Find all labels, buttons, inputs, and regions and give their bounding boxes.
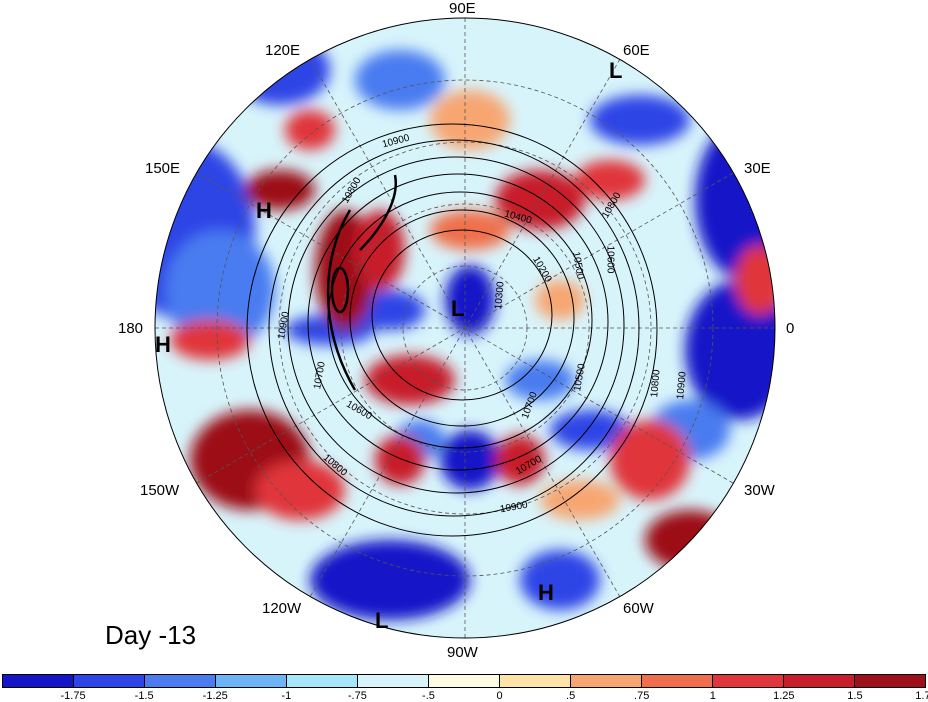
colorbar-swatch bbox=[571, 675, 642, 687]
colorbar bbox=[2, 674, 926, 688]
anomaly-field bbox=[155, 18, 775, 638]
low-pressure-center-south: L bbox=[375, 608, 389, 633]
colorbar-tick-label: -.75 bbox=[347, 690, 367, 702]
lon-label-120w: 120W bbox=[262, 600, 302, 617]
colorbar-swatch bbox=[216, 675, 287, 687]
colorbar-tick-label: 0 bbox=[496, 690, 503, 702]
colorbar-tick-label: -1.25 bbox=[202, 690, 228, 702]
low-pressure-center-pole: L bbox=[451, 296, 465, 321]
lon-label-30e: 30E bbox=[744, 160, 771, 177]
map-border bbox=[154, 17, 776, 639]
colorbar-tick-label: .75 bbox=[634, 690, 650, 702]
lon-label-60w: 60W bbox=[623, 600, 654, 617]
colorbar-tick-label: 1.75 bbox=[915, 690, 928, 702]
colorbar-swatch bbox=[713, 675, 784, 687]
colorbar-tick-label: -.5 bbox=[422, 690, 435, 702]
lon-label-60e: 60E bbox=[623, 42, 650, 59]
colorbar-tick-label: 1.25 bbox=[773, 690, 795, 702]
day-label: Day -13 bbox=[105, 620, 197, 650]
colorbar-tick-label: -1 bbox=[281, 690, 292, 702]
colorbar-swatch bbox=[287, 675, 358, 687]
lon-label-90e: 90E bbox=[449, 0, 476, 17]
lon-label-180: 180 bbox=[118, 320, 144, 337]
high-pressure-center-150e: H bbox=[256, 198, 272, 223]
colorbar-swatch bbox=[145, 675, 216, 687]
colorbar-swatch bbox=[429, 675, 500, 687]
colorbar-swatch bbox=[855, 675, 925, 687]
low-pressure-center-60e: L bbox=[609, 58, 623, 83]
colorbar-swatch bbox=[358, 675, 429, 687]
contour-label: 10600 bbox=[604, 245, 616, 274]
lon-label-0: 0 bbox=[786, 320, 795, 337]
lon-label-150w: 150W bbox=[140, 482, 180, 499]
lon-label-150e: 150E bbox=[145, 160, 181, 177]
lon-label-30w: 30W bbox=[744, 482, 775, 499]
high-pressure-center-60w: H bbox=[538, 580, 554, 605]
colorbar-tick-label: -1.75 bbox=[60, 690, 86, 702]
colorbar-tick-label: 1.5 bbox=[847, 690, 863, 702]
colorbar-tick-label: -1.5 bbox=[134, 690, 154, 702]
colorbar-swatch bbox=[784, 675, 855, 687]
colorbar-swatch bbox=[3, 675, 74, 687]
high-pressure-center-180: H bbox=[155, 332, 171, 357]
colorbar-swatch bbox=[74, 675, 145, 687]
colorbar-tick-label: .5 bbox=[566, 690, 576, 702]
colorbar-swatch bbox=[500, 675, 571, 687]
colorbar-swatch bbox=[642, 675, 713, 687]
colorbar-tick-label: 1 bbox=[709, 690, 716, 702]
lon-label-90w: 90W bbox=[447, 644, 478, 661]
lon-label-120e: 120E bbox=[265, 42, 301, 59]
